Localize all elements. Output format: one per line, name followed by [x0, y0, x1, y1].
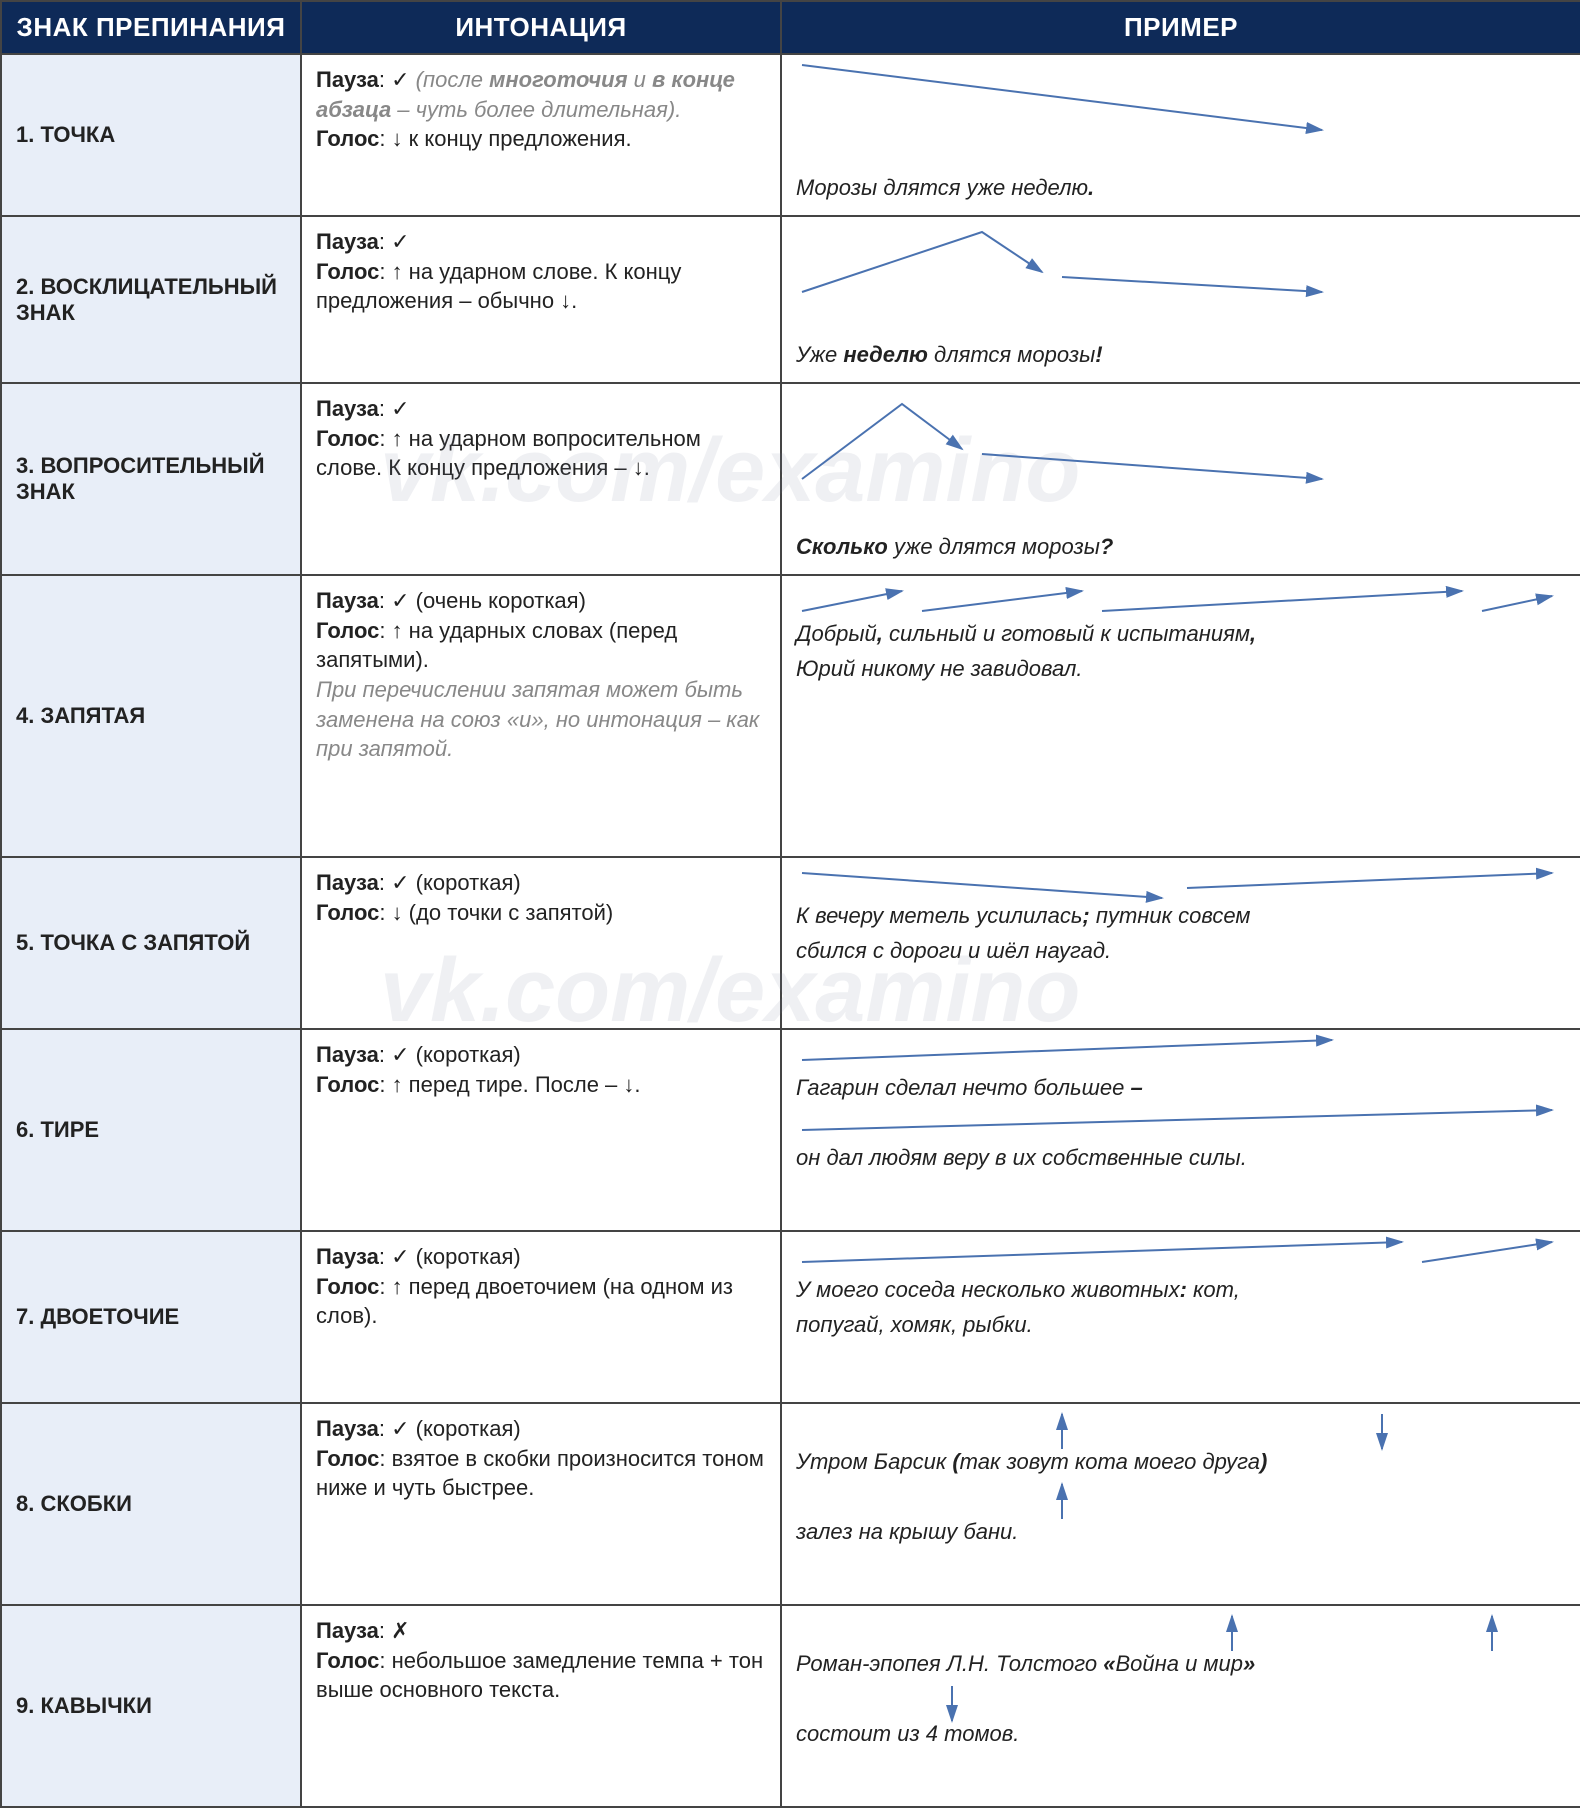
example-cell: Гагарин сделал нечто большее –он дал люд… — [781, 1029, 1580, 1231]
table-row: 2. ВОСКЛИЦАТЕЛЬНЫЙ ЗНАКПауза: ✓Голос: ↑ … — [1, 216, 1580, 383]
header-intonation: ИНТОНАЦИЯ — [301, 1, 781, 54]
example-text: К вечеру метель усилилась; путник совсем… — [796, 898, 1566, 968]
intonation-cell: Пауза: ✓Голос: ↑ на ударном слове. К кон… — [301, 216, 781, 383]
sign-cell: 2. ВОСКЛИЦАТЕЛЬНЫЙ ЗНАК — [1, 216, 301, 383]
example-cell: Добрый, сильный и готовый к испытаниям,Ю… — [781, 575, 1580, 857]
example-cell: У моего соседа несколько животных: кот,п… — [781, 1231, 1580, 1403]
sign-cell: 5. ТОЧКА С ЗАПЯТОЙ — [1, 857, 301, 1029]
sign-cell: 8. СКОБКИ — [1, 1403, 301, 1605]
example-text: У моего соседа несколько животных: кот,п… — [796, 1272, 1566, 1342]
intonation-cell: Пауза: ✓Голос: ↑ на ударном вопросительн… — [301, 383, 781, 575]
header-row: ЗНАК ПРЕПИНАНИЯ ИНТОНАЦИЯ ПРИМЕР — [1, 1, 1580, 54]
example-text: Сколько уже длятся морозы? — [796, 529, 1566, 564]
intonation-cell: Пауза: ✓ (после многоточия и в конце абз… — [301, 54, 781, 216]
intonation-cell: Пауза: ✓ (короткая)Голос: ↓ (до точки с … — [301, 857, 781, 1029]
example-cell: Утром Барсик (так зовут кота моего друга… — [781, 1403, 1580, 1605]
table-row: 8. СКОБКИПауза: ✓ (короткая)Голос: взято… — [1, 1403, 1580, 1605]
example-text: Добрый, сильный и готовый к испытаниям,Ю… — [796, 616, 1566, 686]
table-row: 6. ТИРЕПауза: ✓ (короткая)Голос: ↑ перед… — [1, 1029, 1580, 1231]
intonation-cell: Пауза: ✓ (очень короткая)Голос: ↑ на уда… — [301, 575, 781, 857]
table-row: 1. ТОЧКАПауза: ✓ (после многоточия и в к… — [1, 54, 1580, 216]
example-text: Роман-эпопея Л.Н. Толстого «Война и мир»… — [796, 1646, 1566, 1752]
sign-cell: 1. ТОЧКА — [1, 54, 301, 216]
example-cell: Роман-эпопея Л.Н. Толстого «Война и мир»… — [781, 1605, 1580, 1807]
intonation-cell: Пауза: ✗Голос: небольшое замедление темп… — [301, 1605, 781, 1807]
sign-cell: 3. ВОПРОСИТЕЛЬНЫЙ ЗНАК — [1, 383, 301, 575]
example-cell: К вечеру метель усилилась; путник совсем… — [781, 857, 1580, 1029]
example-text: Морозы длятся уже неделю. — [796, 170, 1566, 205]
example-text: Гагарин сделал нечто большее –он дал люд… — [796, 1070, 1566, 1176]
example-cell: Сколько уже длятся морозы? — [781, 383, 1580, 575]
example-text: Уже неделю длятся морозы! — [796, 337, 1566, 372]
intonation-cell: Пауза: ✓ (короткая)Голос: ↑ перед двоето… — [301, 1231, 781, 1403]
example-cell: Уже неделю длятся морозы! — [781, 216, 1580, 383]
sign-cell: 9. КАВЫЧКИ — [1, 1605, 301, 1807]
table-row: 7. ДВОЕТОЧИЕПауза: ✓ (короткая)Голос: ↑ … — [1, 1231, 1580, 1403]
sign-cell: 6. ТИРЕ — [1, 1029, 301, 1231]
header-sign: ЗНАК ПРЕПИНАНИЯ — [1, 1, 301, 54]
header-example: ПРИМЕР — [781, 1, 1580, 54]
table-row: 3. ВОПРОСИТЕЛЬНЫЙ ЗНАКПауза: ✓Голос: ↑ н… — [1, 383, 1580, 575]
intonation-cell: Пауза: ✓ (короткая)Голос: взятое в скобк… — [301, 1403, 781, 1605]
intonation-cell: Пауза: ✓ (короткая)Голос: ↑ перед тире. … — [301, 1029, 781, 1231]
sign-cell: 7. ДВОЕТОЧИЕ — [1, 1231, 301, 1403]
table-row: 9. КАВЫЧКИПауза: ✗Голос: небольшое замед… — [1, 1605, 1580, 1807]
sign-cell: 4. ЗАПЯТАЯ — [1, 575, 301, 857]
example-cell: Морозы длятся уже неделю. — [781, 54, 1580, 216]
punctuation-table: ЗНАК ПРЕПИНАНИЯ ИНТОНАЦИЯ ПРИМЕР 1. ТОЧК… — [0, 0, 1580, 1808]
table-row: 5. ТОЧКА С ЗАПЯТОЙПауза: ✓ (короткая)Гол… — [1, 857, 1580, 1029]
table-row: 4. ЗАПЯТАЯПауза: ✓ (очень короткая)Голос… — [1, 575, 1580, 857]
